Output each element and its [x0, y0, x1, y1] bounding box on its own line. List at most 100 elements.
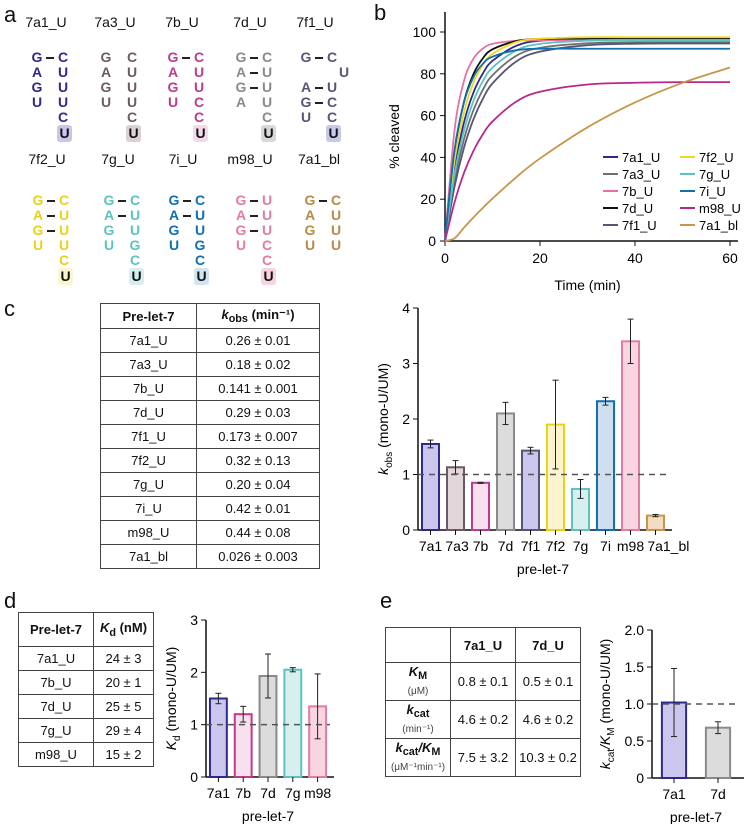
- construct-cell: 7g_U: [18, 718, 94, 743]
- nucleotide: U: [193, 79, 205, 95]
- table-row: 7f2_U 0.32 ± 0.13: [100, 448, 320, 473]
- series-line-7b_U: [444, 39, 730, 242]
- kobs-cell: 0.42 ± 0.01: [196, 496, 320, 521]
- x-tick-label: 7b: [235, 785, 251, 801]
- y-label-unit: (mono-U/UM): [375, 363, 391, 452]
- y-tick-label: 3: [402, 356, 410, 372]
- nucleotide: C: [330, 192, 342, 208]
- base-pair-bond: [250, 215, 258, 217]
- base-pair-bond: [47, 215, 55, 217]
- table-row: 7d_U 25 ± 5: [18, 694, 154, 719]
- y-tick-label: 0.5: [625, 733, 645, 749]
- nucleotide: U: [103, 237, 115, 253]
- y-label-subscript: cat: [606, 749, 617, 763]
- nucleotide: C: [126, 109, 138, 125]
- x-tick-label: 7f2: [546, 538, 566, 554]
- value-7a1: 4.6 ± 0.2: [450, 700, 516, 739]
- y-tick-label: 2.0: [625, 622, 645, 638]
- bar-7b: [471, 481, 490, 532]
- legend-label: 7f1_U: [622, 218, 657, 233]
- base-pair-bond: [118, 200, 126, 202]
- table-row: 7f1_U 0.173 ± 0.007: [100, 424, 320, 449]
- construct-cell: 7i_U: [100, 496, 197, 521]
- x-tick-label: 7g: [285, 785, 301, 801]
- x-tick-label: 20: [532, 250, 548, 266]
- param-unit: (μM⁻¹min⁻¹): [390, 762, 446, 774]
- kobs-cell: 0.18 ± 0.02: [196, 352, 320, 377]
- x-tick-label: 7d: [260, 785, 276, 801]
- nucleotide: U: [330, 237, 342, 253]
- param-symbol: k: [406, 701, 414, 717]
- y-label-symbol: k: [375, 467, 391, 475]
- y-tick-label: 4: [402, 300, 410, 316]
- hairpin-title: 7a1_bl: [297, 151, 341, 167]
- nucleotide: C: [194, 252, 206, 268]
- parameter-cell: kcat (min⁻¹): [385, 700, 451, 739]
- y-tick-label: 0: [190, 769, 198, 785]
- hairpin-title: 7f2_U: [28, 151, 66, 167]
- y-tick-label: 100: [413, 24, 437, 40]
- nucleotide: G: [167, 49, 179, 65]
- base-pair-bond: [250, 230, 258, 232]
- panel-label-a: a: [4, 2, 17, 27]
- table-row: 7d_U 0.29 ± 0.03: [100, 400, 320, 425]
- nucleotide: U: [129, 207, 141, 223]
- bar-7d: [496, 412, 515, 532]
- base-pair-bond: [250, 200, 258, 202]
- y-label-symbol: K: [163, 740, 179, 750]
- nucleotide: C: [193, 49, 205, 65]
- nucleotide: U: [126, 94, 138, 110]
- param-unit: (μM): [407, 686, 429, 698]
- nucleotide: U: [261, 94, 273, 110]
- terminal-uridine: U: [57, 125, 72, 142]
- y-tick-label: 40: [420, 149, 436, 165]
- x-axis-label: Time (min): [554, 277, 620, 293]
- hairpin-title: 7a1_U: [25, 14, 67, 30]
- param-symbol-2: /K: [418, 739, 432, 755]
- nucleotide: C: [261, 237, 273, 253]
- nucleotide: A: [235, 64, 247, 80]
- y-tick-label: 1: [402, 467, 410, 483]
- nucleotide: U: [304, 237, 316, 253]
- base-pair-bond: [118, 215, 126, 217]
- value-7a1: 7.5 ± 3.2: [450, 738, 516, 777]
- nucleotide: C: [193, 109, 205, 125]
- nucleotide: A: [300, 79, 312, 95]
- param-subscript-2: M: [431, 746, 441, 759]
- nucleotide: C: [58, 192, 70, 208]
- nucleotide: U: [235, 237, 247, 253]
- y-axis-label: Kd (mono-U/UM): [163, 647, 183, 751]
- nucleotide: U: [330, 207, 342, 223]
- table-row: m98_U 15 ± 2: [18, 742, 154, 767]
- nucleotide: U: [261, 64, 273, 80]
- kobs-table: Pre-let-7 kobs (min⁻¹) 7a1_U 0.26 ± 0.01 7…: [100, 303, 320, 569]
- nucleotide: U: [300, 109, 312, 125]
- k-symbol: k: [221, 306, 229, 322]
- nucleotide: G: [168, 192, 180, 208]
- nucleotide: U: [58, 222, 70, 238]
- x-tick-label: 7b: [473, 538, 489, 554]
- legend-label: 7f2_U: [699, 150, 734, 165]
- nucleotide: C: [261, 252, 273, 268]
- nucleotide: C: [193, 94, 205, 110]
- header-kobs: kobs (min⁻¹): [196, 303, 320, 329]
- table-row: 7a1_U 24 ± 3: [18, 646, 154, 671]
- bar-7a1_bl: [646, 514, 665, 532]
- y-tick-label: 1: [190, 717, 198, 733]
- base-pair-bond: [182, 57, 190, 59]
- hairpin-title: 7i_U: [168, 151, 198, 167]
- hairpin-title: 7g_U: [101, 151, 135, 167]
- nucleotide: U: [129, 222, 141, 238]
- y-label-symbol-2: /K: [597, 735, 613, 750]
- nucleotide: C: [326, 49, 338, 65]
- nucleotide: U: [57, 64, 69, 80]
- nucleotide: U: [261, 192, 273, 208]
- base-pair-bond: [315, 87, 323, 89]
- table-row: 7g_U 0.20 ± 0.04: [100, 472, 320, 497]
- hairpin-title: 7a3_U: [94, 14, 136, 30]
- bar-7a1: [421, 442, 440, 532]
- table-header: Pre-let-7 Kd (nM): [18, 612, 154, 647]
- table-row: KM (μM) 0.8 ± 0.1 0.5 ± 0.1: [385, 662, 581, 701]
- nucleotide: G: [32, 222, 44, 238]
- header-kd: Kd (nM): [93, 612, 154, 647]
